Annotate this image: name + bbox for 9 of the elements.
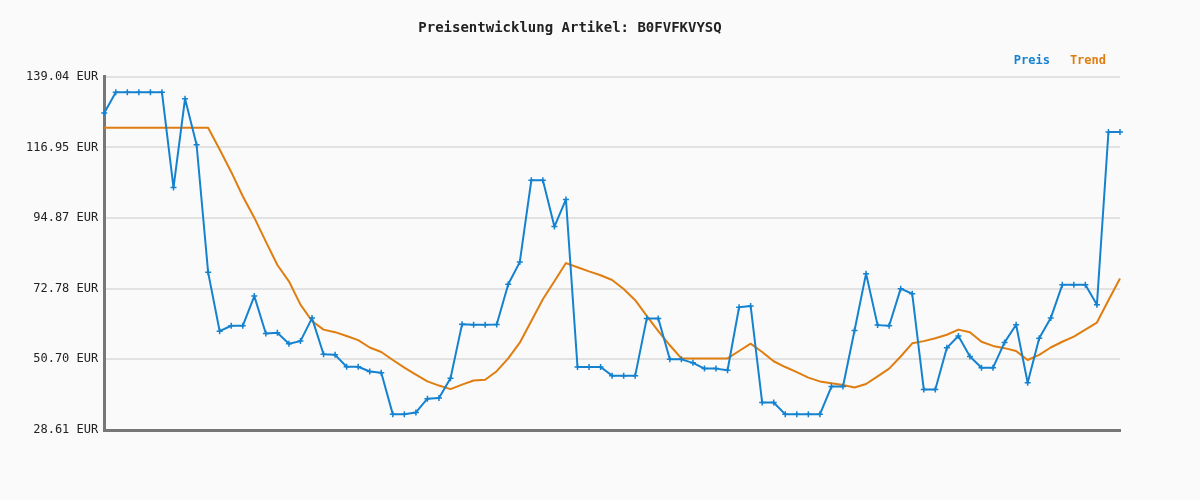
y-tick-label: 94.87 EUR xyxy=(33,210,100,225)
chart-title: Preisentwicklung Artikel: B0FVFKVYSQ xyxy=(418,19,722,36)
y-tick-label: 139.04 EUR xyxy=(26,68,100,83)
y-tick-label: 50.70 EUR xyxy=(33,351,100,366)
y-tick-label: 72.78 EUR xyxy=(33,280,100,295)
y-tick-label: 28.61 EUR xyxy=(33,422,100,437)
text: Trend xyxy=(1069,52,1106,67)
text: Preis xyxy=(1013,52,1050,67)
y-tick-label: 116.95 EUR xyxy=(26,139,100,154)
